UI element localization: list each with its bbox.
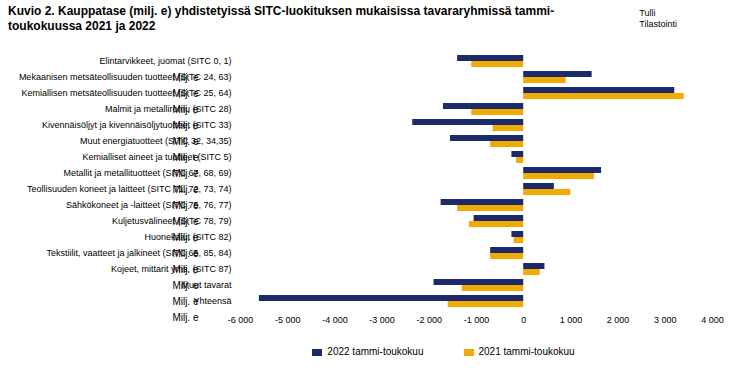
svg-text:Kojeet, mittarit yms. (SITC 87: Kojeet, mittarit yms. (SITC 87) — [111, 264, 232, 274]
svg-text:-5 000: -5 000 — [275, 315, 301, 325]
svg-text:Kivennäisöljyt ja kivennäisölj: Kivennäisöljyt ja kivennäisöljytuotteet … — [42, 120, 232, 130]
svg-text:Mekaanisen metsäteollisuuden t: Mekaanisen metsäteollisuuden tuotteet (S… — [19, 72, 232, 82]
svg-text:4 000: 4 000 — [701, 315, 724, 325]
svg-text:Tekstiilit, vaatteet ja jalkin: Tekstiilit, vaatteet ja jalkineet (SITC … — [46, 248, 231, 258]
svg-text:Milj. e: Milj. e — [172, 88, 199, 99]
svg-text:Milj. e: Milj. e — [172, 184, 199, 195]
svg-text:Milj. e: Milj. e — [172, 152, 199, 163]
svg-text:3 000: 3 000 — [654, 315, 677, 325]
svg-text:-3 000: -3 000 — [369, 315, 395, 325]
svg-text:Teollisuuden koneet ja laittee: Teollisuuden koneet ja laitteet (SITC 71… — [27, 184, 232, 194]
html-text:Kuvio 2. Kauppatase (milj. e): Kuvio 2. Kauppatase (milj. e) yhdistetyi… — [8, 4, 555, 33]
svg-text:Metallit ja metallituotteet (S: Metallit ja metallituotteet (SITC 67, 68… — [63, 168, 231, 178]
svg-text:Yhteensä: Yhteensä — [193, 296, 231, 306]
svg-text:Milj. e: Milj. e — [172, 312, 199, 323]
svg-text:Huonekalut (SITC 82): Huonekalut (SITC 82) — [144, 232, 231, 242]
svg-text:Muut tavarat: Muut tavarat — [181, 279, 232, 290]
html-text:Tulli: Tulli — [639, 8, 656, 18]
svg-text:Milj. e: Milj. e — [172, 248, 199, 259]
svg-text:Kuljetusvälineet (SITC 78, 79): Kuljetusvälineet (SITC 78, 79) — [112, 216, 232, 226]
svg-text:2 000: 2 000 — [607, 315, 630, 325]
svg-text:-1 000: -1 000 — [464, 315, 490, 325]
svg-text:Milj. e: Milj. e — [172, 104, 199, 115]
svg-text:Milj. e: Milj. e — [172, 136, 199, 147]
html-text:2022 tammi-toukokuu: 2022 tammi-toukokuu — [327, 346, 424, 357]
svg-text:Muut energiatuotteet (SITC 32,: Muut energiatuotteet (SITC 32, 34,35) — [80, 136, 232, 146]
svg-text:-6 000: -6 000 — [228, 315, 254, 325]
svg-text:Milj. e: Milj. e — [172, 168, 199, 179]
svg-text:Milj. e: Milj. e — [172, 280, 199, 291]
svg-text:Milj. e: Milj. e — [172, 264, 199, 275]
svg-text:Kemiallisen metsäteollisuuden: Kemiallisen metsäteollisuuden tuotteet (… — [21, 88, 231, 98]
svg-text:Milj. e: Milj. e — [172, 296, 199, 307]
svg-text:Milj. e: Milj. e — [172, 200, 199, 211]
svg-text:Milj. e: Milj. e — [172, 72, 199, 83]
svg-text:0: 0 — [521, 315, 526, 325]
svg-text:-2 000: -2 000 — [417, 315, 443, 325]
svg-text:Malmit ja metalliromu (SITC 28: Malmit ja metalliromu (SITC 28) — [105, 104, 232, 114]
svg-text:Milj. e: Milj. e — [172, 216, 199, 227]
svg-text:Elintarvikkeet, juomat (SITC 0: Elintarvikkeet, juomat (SITC 0, 1) — [99, 56, 231, 66]
svg-text:-4 000: -4 000 — [322, 315, 348, 325]
svg-text:1 000: 1 000 — [560, 315, 583, 325]
svg-text:Kemialliset aineet ja tuotteet: Kemialliset aineet ja tuotteet (SITC 5) — [82, 152, 231, 162]
svg-text:Milj. e: Milj. e — [172, 232, 199, 243]
html-text:Tilastointi: Tilastointi — [639, 19, 677, 29]
svg-text:Sähkökoneet ja -laitteet (SITC: Sähkökoneet ja -laitteet (SITC 75, 76, 7… — [66, 200, 232, 210]
svg-text:Milj. e: Milj. e — [172, 120, 199, 131]
html-text:2021 tammi-toukokuu: 2021 tammi-toukokuu — [478, 346, 575, 357]
